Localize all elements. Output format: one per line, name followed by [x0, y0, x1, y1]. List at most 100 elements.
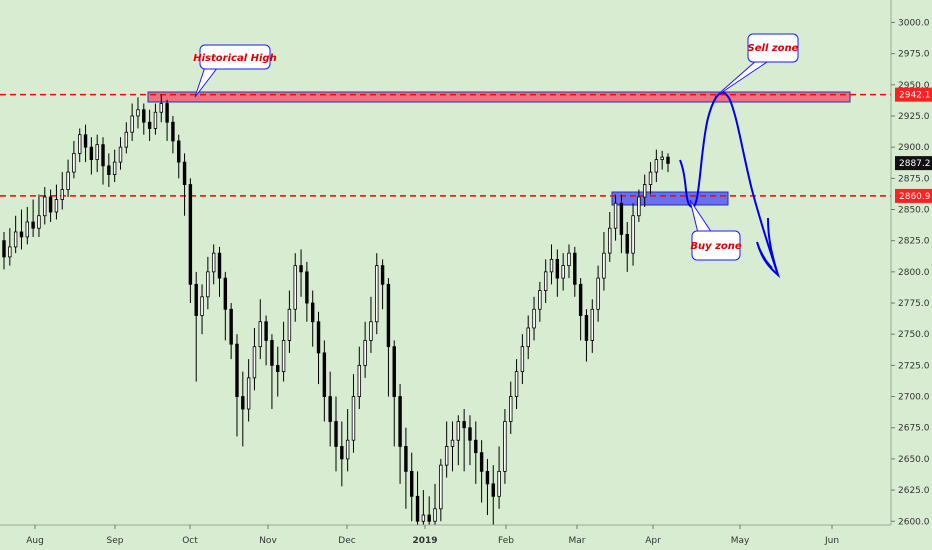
candle-body — [334, 421, 338, 447]
support-price-label: 2860.9 — [899, 192, 931, 202]
candle-body — [340, 446, 344, 460]
candle-body — [165, 103, 169, 123]
candle-body — [410, 470, 414, 497]
candle-body — [654, 159, 659, 173]
price-axis-ticks: 3000.0 2975.0 2950.0 2925.0 2900.0 2875.0 2850… — [891, 18, 930, 527]
sell-zone-label: Sell zone — [748, 43, 799, 54]
time-tick-label: Sep — [107, 536, 124, 546]
time-axis-ticks: Aug Sep Oct Nov Dec 2019 Feb Mar Apr May Jun — [26, 525, 839, 546]
candle-body — [48, 196, 53, 213]
candle-body — [351, 396, 356, 441]
buy-zone-band — [611, 191, 729, 206]
candle-body — [509, 396, 513, 422]
candle-body — [514, 371, 519, 397]
candle-body — [392, 346, 396, 397]
historical-high-box — [199, 44, 271, 70]
candle-body — [130, 115, 134, 133]
level-price-labels: 2942.1 2887.2 2860.9 — [895, 87, 932, 203]
candle-body — [252, 346, 257, 379]
candle-body — [532, 308, 536, 329]
candle-body — [433, 508, 437, 522]
support-price-label-bg — [895, 188, 932, 203]
candle-body — [462, 421, 466, 429]
candle-body — [2, 240, 6, 258]
candle-body — [101, 144, 105, 167]
candle-body — [549, 258, 554, 273]
candle-body — [264, 321, 268, 341]
time-tick-label: Jun — [824, 536, 839, 546]
candle-body — [13, 231, 18, 248]
candle-body — [8, 246, 12, 258]
price-tick-label: 2600.0 — [898, 517, 930, 527]
price-tick-label: 2750.0 — [898, 330, 930, 340]
last-price-label-bg — [895, 156, 932, 171]
candle-body — [310, 302, 315, 323]
candle-body — [78, 134, 82, 154]
candle-body — [37, 215, 41, 229]
candle-body — [206, 271, 210, 298]
candle-body — [118, 146, 123, 163]
candle-body — [456, 421, 461, 441]
last-price-label: 2887.2 — [899, 159, 931, 169]
time-tick-label: Oct — [182, 536, 198, 546]
candle-body — [555, 258, 560, 279]
candle-body — [648, 171, 653, 185]
time-tick-label: Apr — [645, 536, 661, 546]
candle-body — [369, 321, 373, 341]
candle-body — [188, 184, 193, 285]
time-tick-label: May — [731, 536, 750, 546]
price-tick-label: 2925.0 — [898, 112, 930, 122]
candle-body — [468, 427, 472, 441]
candle-body — [43, 196, 47, 217]
candle-body — [112, 161, 117, 175]
price-tick-label: 3000.0 — [898, 18, 930, 28]
candle-body — [526, 327, 530, 348]
candle-body — [415, 495, 420, 522]
candle-body — [60, 189, 64, 200]
candle-body — [538, 290, 542, 310]
candle-body — [363, 340, 367, 366]
candle-body — [241, 396, 245, 410]
candle-body — [211, 252, 216, 273]
candle-body — [66, 171, 70, 190]
candle-body — [357, 364, 362, 397]
price-tick-label: 2725.0 — [898, 361, 930, 371]
candle-body — [596, 277, 600, 310]
historical-high-callout: Historical High — [193, 44, 277, 98]
candle-body — [270, 340, 274, 366]
candle-body — [450, 439, 455, 447]
candle-body — [590, 308, 594, 341]
candle-body — [520, 346, 525, 373]
candle-body — [293, 265, 297, 310]
candle-body — [543, 271, 548, 291]
candle-body — [380, 265, 385, 285]
candle-body — [567, 252, 571, 267]
candle-body — [608, 227, 612, 254]
price-tick-label: 2975.0 — [898, 50, 930, 60]
candlestick-series — [2, 94, 670, 525]
price-tick-label: 2775.0 — [898, 299, 930, 309]
candle-body — [217, 252, 222, 279]
candle-body — [153, 111, 158, 129]
candle-body — [444, 446, 449, 466]
candle-body — [386, 283, 391, 348]
candle-body — [142, 109, 146, 123]
historical-high-label: Historical High — [193, 53, 276, 64]
candle-body — [171, 121, 175, 142]
candle-body — [124, 131, 129, 148]
price-tick-label: 2625.0 — [898, 486, 930, 496]
time-tick-label: Feb — [498, 536, 514, 546]
candle-body — [19, 231, 24, 238]
candle-body — [258, 321, 262, 348]
candle-body — [503, 421, 507, 472]
time-tick-label: Nov — [259, 536, 277, 546]
candle-body — [573, 252, 577, 285]
candle-body — [159, 103, 163, 113]
candle-body — [281, 340, 286, 373]
candle-body — [200, 296, 204, 316]
sell-zone-band — [147, 91, 851, 103]
candle-body — [439, 464, 443, 510]
candle-body — [89, 146, 94, 161]
candle-body — [182, 161, 187, 185]
